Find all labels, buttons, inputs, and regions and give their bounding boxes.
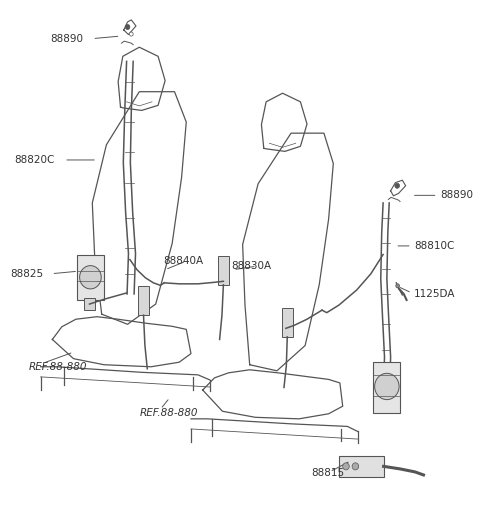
Bar bbox=[373, 362, 400, 413]
Text: 88890: 88890 bbox=[50, 33, 83, 44]
Bar bbox=[282, 308, 293, 337]
Text: 1125DA: 1125DA bbox=[414, 289, 456, 299]
Circle shape bbox=[130, 32, 133, 36]
Bar bbox=[84, 298, 95, 310]
Text: 88815: 88815 bbox=[311, 468, 344, 479]
Text: 88890: 88890 bbox=[440, 190, 473, 200]
Text: 88840A: 88840A bbox=[163, 256, 203, 266]
Text: 88825: 88825 bbox=[10, 269, 43, 279]
Bar bbox=[339, 456, 384, 477]
Text: 88810C: 88810C bbox=[414, 241, 455, 251]
Text: 88830A: 88830A bbox=[231, 261, 271, 271]
Circle shape bbox=[352, 463, 359, 470]
Circle shape bbox=[375, 373, 399, 400]
Bar bbox=[218, 256, 229, 285]
Circle shape bbox=[396, 284, 399, 288]
Circle shape bbox=[80, 266, 101, 289]
Text: REF.88-880: REF.88-880 bbox=[29, 363, 87, 372]
Circle shape bbox=[125, 24, 130, 29]
Bar bbox=[138, 286, 149, 315]
Bar bbox=[77, 255, 104, 300]
Text: 88820C: 88820C bbox=[14, 155, 55, 165]
Text: REF.88-880: REF.88-880 bbox=[139, 408, 198, 418]
Circle shape bbox=[343, 463, 349, 470]
Circle shape bbox=[395, 183, 399, 188]
